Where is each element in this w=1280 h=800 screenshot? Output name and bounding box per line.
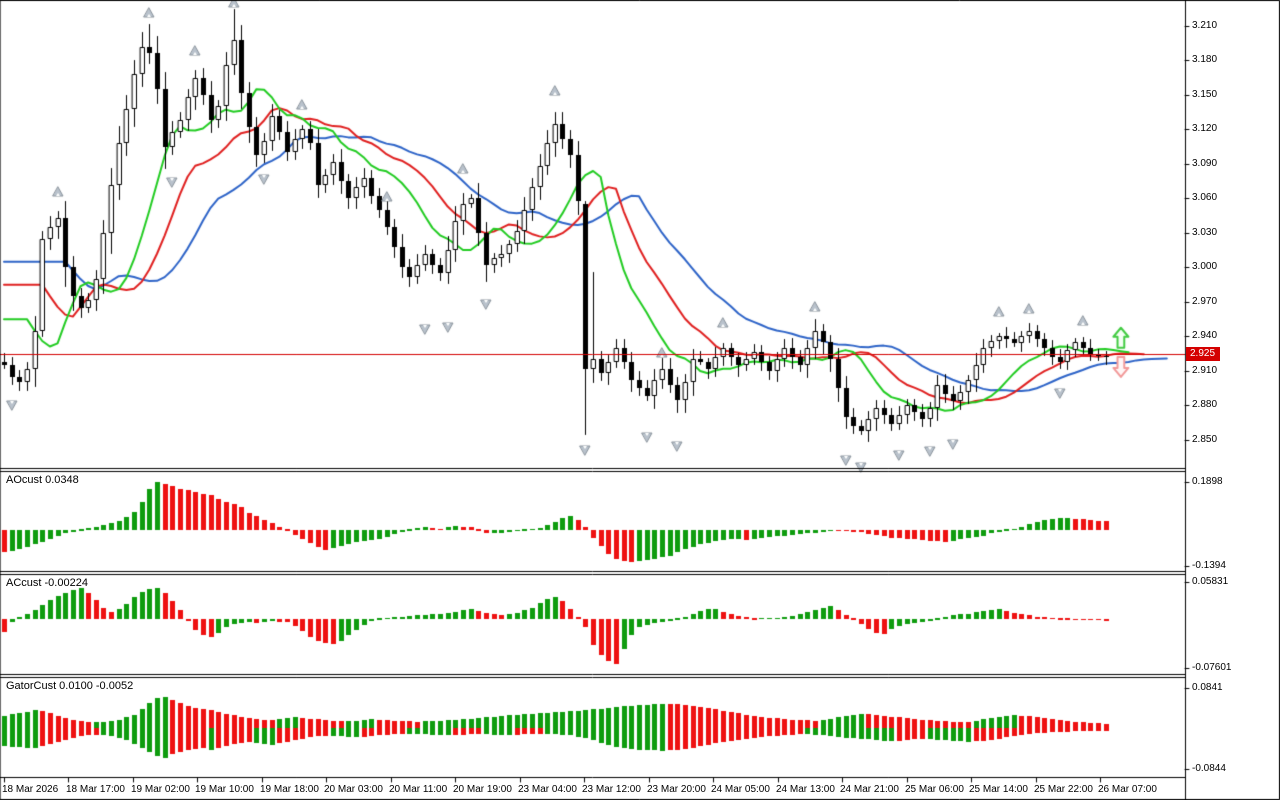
time-tick-label: 20 Mar 03:00 <box>324 784 383 795</box>
price-tick-label: 2.940 <box>1192 330 1218 341</box>
indicator-scale-label: 0.05831 <box>1192 576 1229 587</box>
time-tick-label: 18 Mar 2026 <box>2 784 59 795</box>
time-tick-label: 26 Mar 07:00 <box>1098 784 1157 795</box>
time-tick-label: 23 Mar 04:00 <box>518 784 577 795</box>
indicator-scale-label: 0.0841 <box>1192 682 1223 693</box>
time-tick-label: 23 Mar 12:00 <box>582 784 641 795</box>
price-tick-label: 2.850 <box>1192 434 1218 445</box>
time-tick-label: 25 Mar 06:00 <box>905 784 964 795</box>
price-tick-label: 3.060 <box>1192 192 1218 203</box>
time-tick-label: 24 Mar 21:00 <box>840 784 899 795</box>
price-tick-label: 3.150 <box>1192 89 1218 100</box>
current-price-badge: 2.925 <box>1186 347 1221 361</box>
time-tick-label: 19 Mar 02:00 <box>131 784 190 795</box>
time-tick-label: 23 Mar 20:00 <box>647 784 706 795</box>
price-tick-label: 3.120 <box>1192 123 1218 134</box>
indicator-scale-label: -0.1394 <box>1192 560 1226 571</box>
indicator-scale-label: -0.07601 <box>1192 662 1232 673</box>
panel-label-ao-oscillator: AOcust 0.0348 <box>6 474 79 486</box>
time-tick-label: 25 Mar 22:00 <box>1034 784 1093 795</box>
time-tick-label: 19 Mar 18:00 <box>260 784 319 795</box>
time-tick-label: 25 Mar 14:00 <box>969 784 1028 795</box>
time-tick-label: 20 Mar 11:00 <box>389 784 448 795</box>
price-tick-label: 2.910 <box>1192 365 1218 376</box>
price-tick-label: 2.970 <box>1192 296 1218 307</box>
price-tick-label: 2.880 <box>1192 399 1218 410</box>
panel-label-gator-oscillator: GatorCust 0.0100 -0.0052 <box>6 680 134 692</box>
price-tick-label: 3.000 <box>1192 261 1218 272</box>
time-tick-label: 24 Mar 13:00 <box>776 784 835 795</box>
time-tick-label: 24 Mar 05:00 <box>711 784 770 795</box>
panel-label-ac-oscillator: ACcust -0.00224 <box>6 577 88 589</box>
time-tick-label: 18 Mar 17:00 <box>66 784 125 795</box>
indicator-scale-label: -0.0844 <box>1192 763 1226 774</box>
price-tick-label: 3.090 <box>1192 158 1218 169</box>
indicator-scale-label: 0.1898 <box>1192 476 1223 487</box>
price-tick-label: 3.210 <box>1192 20 1218 31</box>
time-tick-label: 20 Mar 19:00 <box>453 784 512 795</box>
time-tick-label: 19 Mar 10:00 <box>195 784 254 795</box>
price-tick-label: 3.030 <box>1192 227 1218 238</box>
price-tick-label: 3.180 <box>1192 54 1218 65</box>
